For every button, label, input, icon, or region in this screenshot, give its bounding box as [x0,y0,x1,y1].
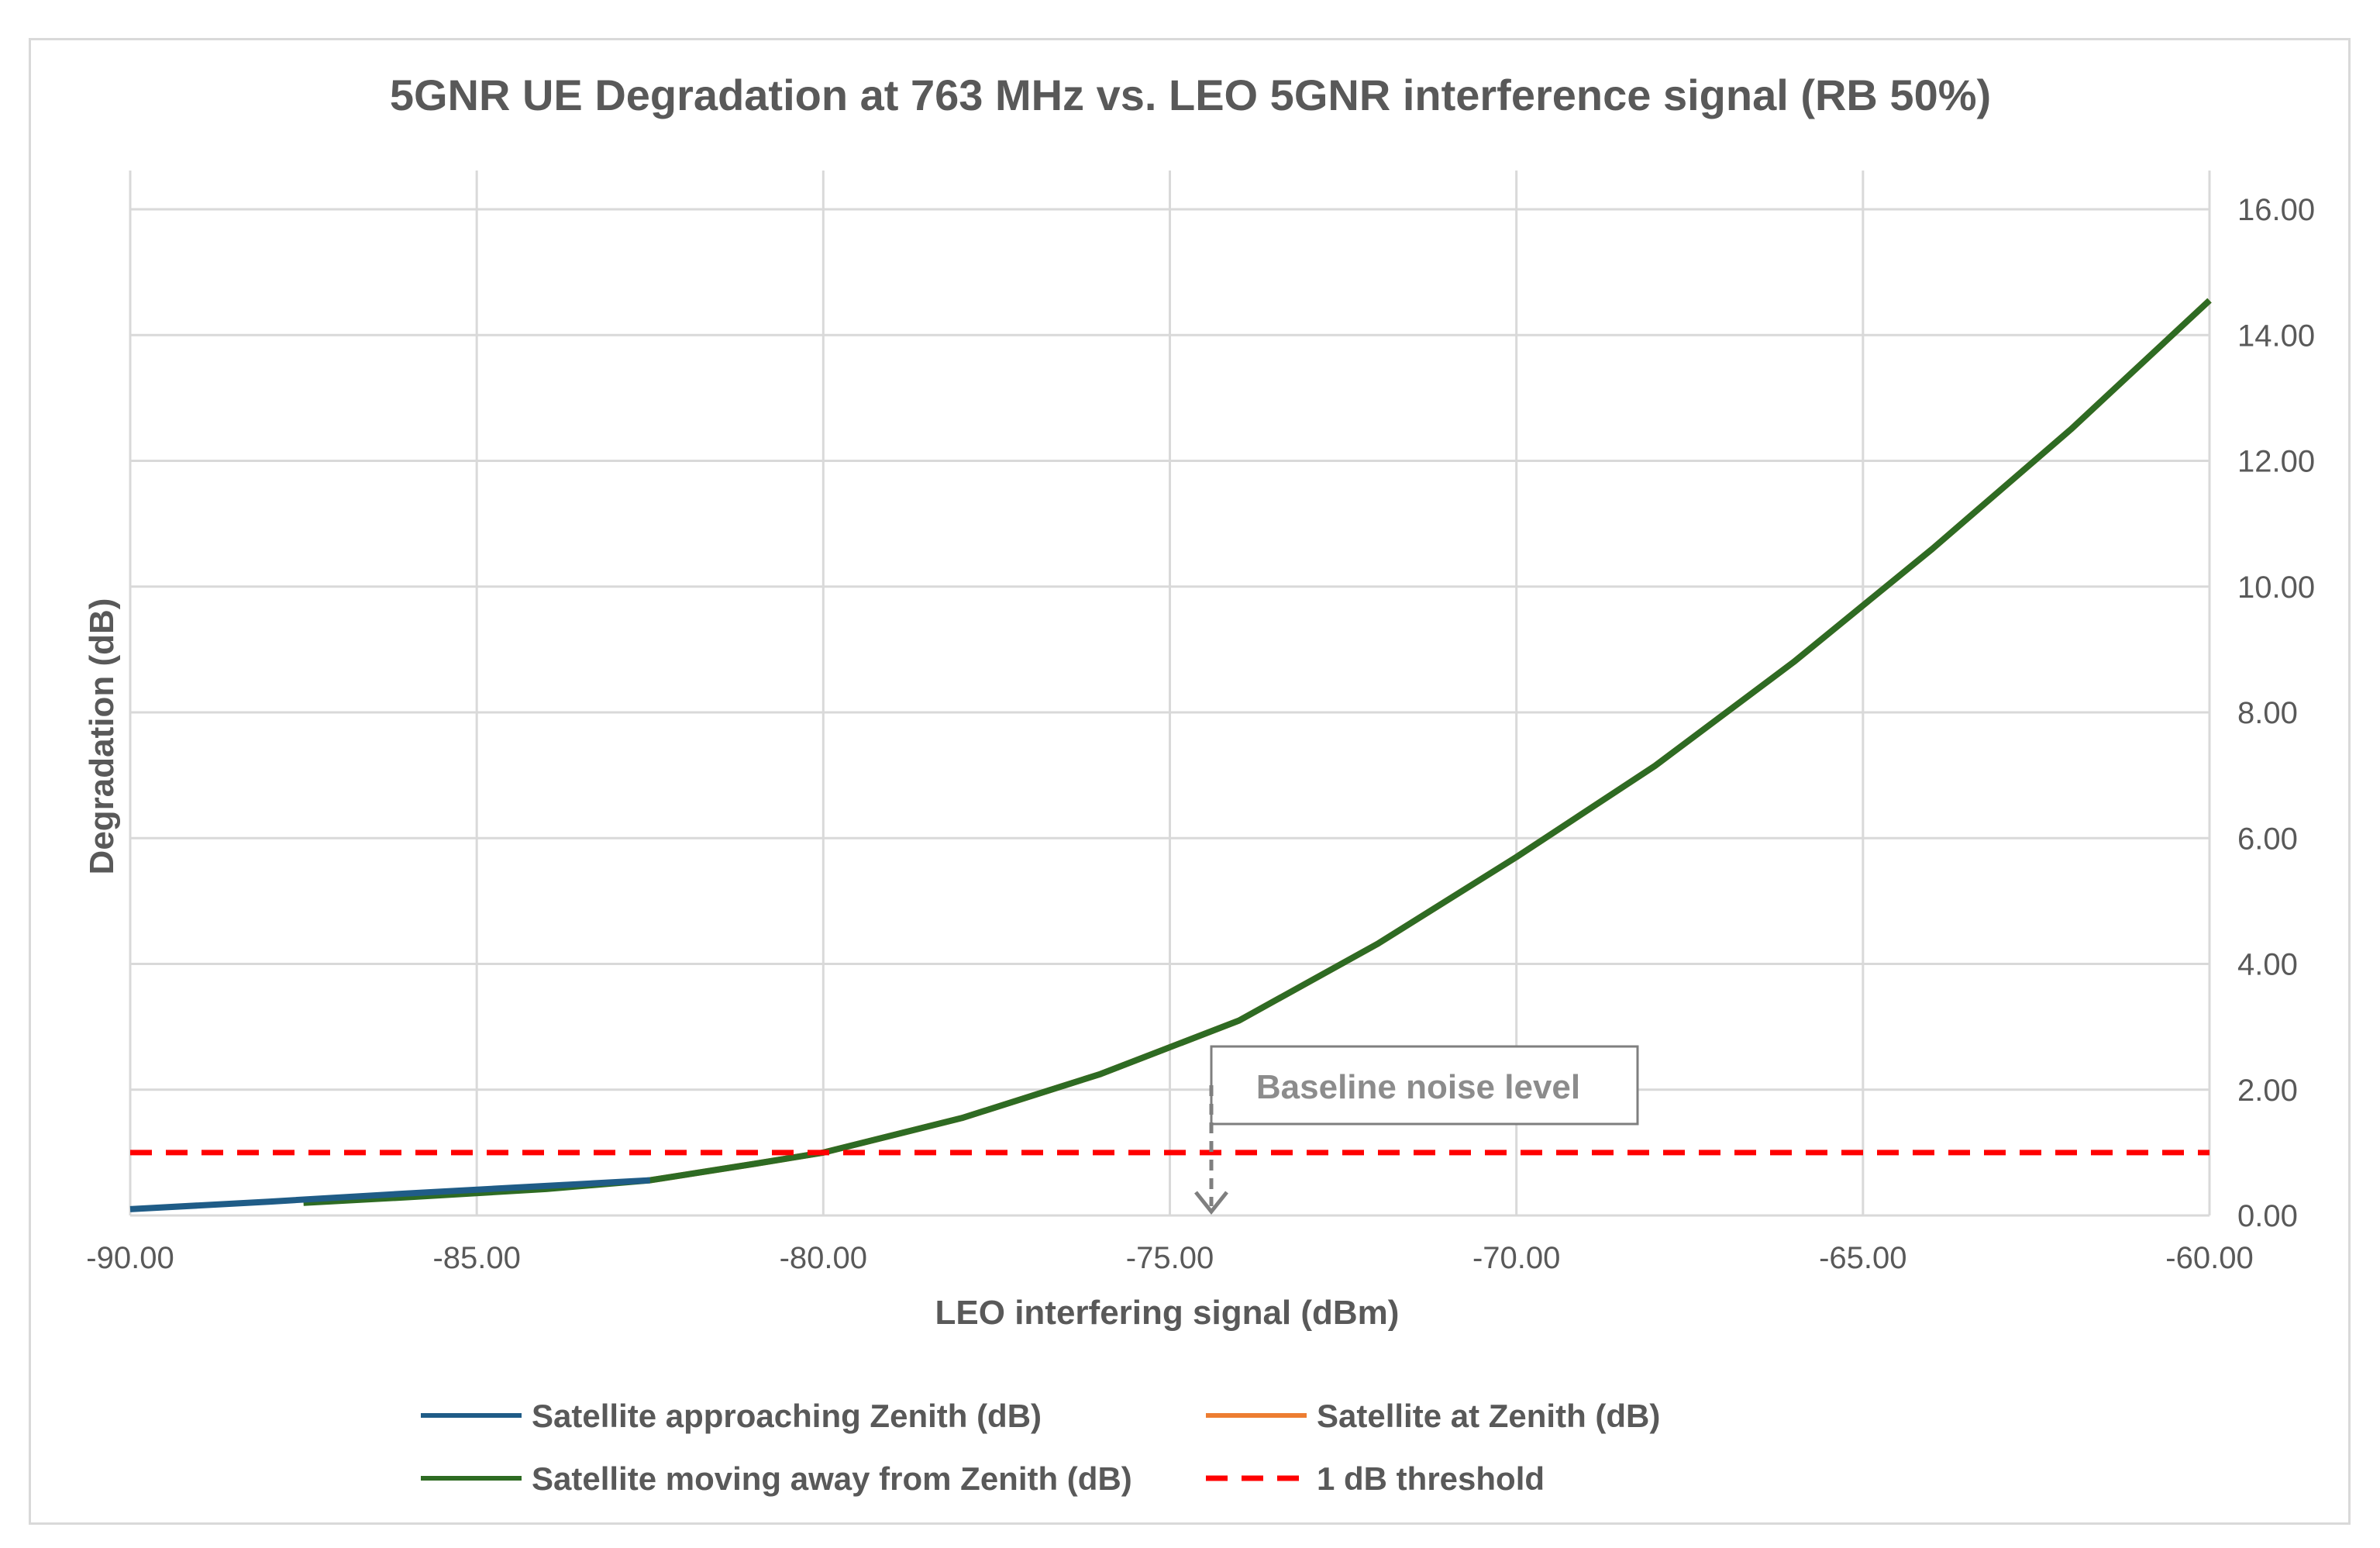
legend: Satellite approaching Zenith (dB) Satelli… [421,1398,1660,1497]
x-tick-label: -65.00 [1819,1241,1906,1275]
baseline-noise-callout: Baseline noise level [1194,1045,1639,1215]
y-tick-labels: 0.00 2.00 4.00 6.00 8.00 10.00 12.00 14.00 16.00 [2237,193,2315,1233]
legend-label-1: Satellite at Zenith (dB) [1317,1398,1660,1434]
y-tick-label: 2.00 [2237,1074,2298,1108]
callout-text: Baseline noise level [1256,1068,1580,1106]
x-tick-label: -90.00 [86,1241,174,1275]
y-tick-label: 12.00 [2237,445,2315,479]
chart-frame [29,38,2351,1525]
y-axis-label: Degradation (dB) [83,598,121,875]
x-tick-label: -85.00 [432,1241,520,1275]
series-line-0 [129,1177,651,1212]
y-tick-label: 4.00 [2237,948,2298,982]
legend-label-3: 1 dB threshold [1317,1460,1545,1497]
callout-arrow-head [1194,1191,1228,1215]
x-tick-label: -80.00 [780,1241,867,1275]
x-tick-label: -75.00 [1126,1241,1214,1275]
chart-title: 5GNR UE Degradation at 763 MHz vs. LEO 5… [390,71,1991,119]
y-tick-label: 16.00 [2237,193,2315,227]
series-lines [129,298,2212,1212]
x-tick-labels: -90.00 -85.00 -80.00 -75.00 -70.00 -65.00 -60.… [86,1241,2253,1275]
x-tick-label: -70.00 [1472,1241,1560,1275]
y-tick-label: 10.00 [2237,571,2315,605]
x-axis-label: LEO interfering signal (dBm) [935,1294,1400,1332]
legend-label-0: Satellite approaching Zenith (dB) [532,1398,1042,1434]
legend-label-2: Satellite moving away from Zenith (dB) [532,1460,1132,1497]
x-tick-label: -60.00 [2165,1241,2253,1275]
y-tick-label: 0.00 [2237,1199,2298,1233]
callout-box [1210,1045,1639,1126]
y-tick-label: 6.00 [2237,822,2298,856]
y-tick-label: 14.00 [2237,319,2315,353]
y-tick-label: 8.00 [2237,696,2298,730]
gridlines [129,171,2211,1217]
